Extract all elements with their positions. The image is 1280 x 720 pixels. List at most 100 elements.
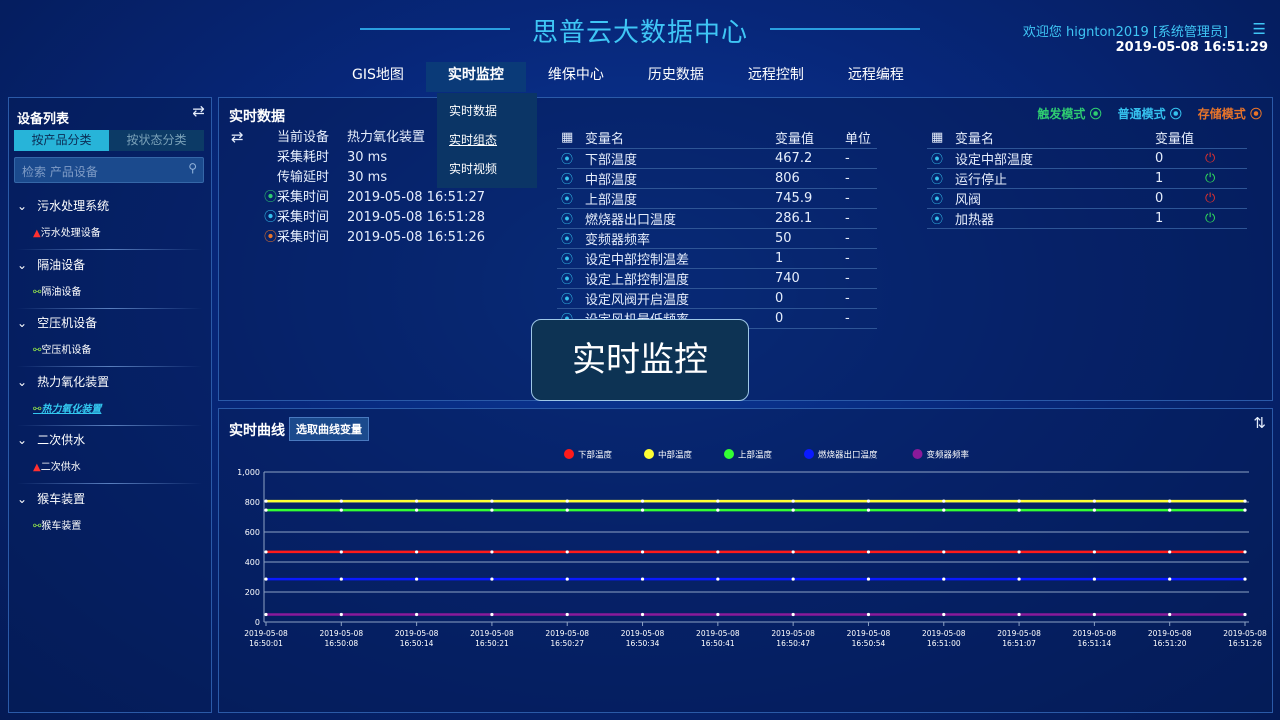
target-icon[interactable]: ⦿ bbox=[557, 268, 581, 289]
search-icon[interactable]: ⚲ bbox=[188, 161, 197, 175]
legend-marker[interactable] bbox=[564, 449, 574, 459]
legend-marker[interactable] bbox=[644, 449, 654, 459]
radio-icon: ⦿ bbox=[1085, 107, 1102, 121]
mode-toggle[interactable]: 普通模式 ⦿ bbox=[1118, 105, 1182, 122]
target-icon[interactable]: ⦿ bbox=[927, 188, 951, 209]
chevron-down-icon[interactable]: ⌄ bbox=[17, 316, 28, 330]
tab-by-status[interactable]: 按状态分类 bbox=[109, 130, 204, 151]
target-icon[interactable]: ⦿ bbox=[557, 148, 581, 169]
device-name: 二次供水 bbox=[40, 462, 81, 473]
target-icon[interactable]: ⦿ bbox=[557, 188, 581, 209]
x-tick-label: 16:51:07 bbox=[1002, 639, 1036, 648]
nav-item-3[interactable]: 历史数据 bbox=[647, 67, 704, 83]
power-icon[interactable]: ⏻ bbox=[1201, 208, 1247, 229]
column-header: 单位 bbox=[841, 128, 877, 149]
table-header: ▦ 变量名 变量值 单位 bbox=[557, 128, 877, 149]
nav-item-2[interactable]: 维保中心 bbox=[547, 67, 604, 83]
target-icon[interactable]: ⦿ bbox=[927, 208, 951, 229]
list-icon[interactable]: ☰ bbox=[1252, 20, 1266, 38]
swap-icon[interactable]: ⇄ bbox=[192, 102, 205, 120]
table-row[interactable]: ⦿ 燃烧器出口温度 286.1- bbox=[557, 208, 877, 229]
legend-marker[interactable] bbox=[912, 449, 923, 459]
table-row[interactable]: ⦿ 运行停止 1 ⏻ bbox=[927, 168, 1247, 189]
target-icon[interactable]: ⦿ bbox=[557, 208, 581, 229]
table-row[interactable]: ⦿ 中部温度 806- bbox=[557, 168, 877, 189]
device-item[interactable]: ⚯隔油设备 bbox=[33, 283, 202, 298]
nav-item-4[interactable]: 远程控制 bbox=[747, 67, 804, 83]
search-input[interactable]: 检索 产品设备 ⚲ bbox=[14, 157, 204, 183]
power-icon[interactable]: ⏻ bbox=[1201, 188, 1247, 209]
table-row[interactable]: ⦿ 加热器 1 ⏻ bbox=[927, 208, 1247, 229]
device-item[interactable]: ⚯热力氧化装置 bbox=[33, 400, 202, 415]
chevron-down-icon[interactable]: ⌄ bbox=[17, 199, 28, 213]
data-point bbox=[866, 550, 871, 554]
group-header[interactable]: ⌄ 二次供水 bbox=[17, 432, 202, 448]
target-icon[interactable]: ⦿ bbox=[557, 228, 581, 249]
chevron-down-icon[interactable]: ⌄ bbox=[17, 257, 28, 272]
data-point bbox=[1243, 577, 1247, 581]
target-icon[interactable]: ⦿ bbox=[557, 248, 581, 269]
group-header[interactable]: ⌄ 污水处理系统 bbox=[17, 198, 202, 214]
legend-marker[interactable] bbox=[724, 449, 734, 459]
table-cell: 0 bbox=[771, 308, 841, 329]
chevron-down-icon[interactable]: ⌄ bbox=[17, 374, 28, 389]
link-icon: ⚯ bbox=[33, 345, 42, 356]
x-tick-label: 2019-05-08 bbox=[771, 629, 815, 638]
legend-label[interactable]: 上部温度 bbox=[738, 450, 773, 461]
power-icon[interactable]: ⏻ bbox=[1201, 168, 1247, 189]
nav-item-5[interactable]: 远程编程 bbox=[847, 67, 904, 83]
pick-variables-button[interactable]: 选取曲线变量 bbox=[289, 417, 369, 441]
group-header[interactable]: ⌄ 热力氧化装置 bbox=[17, 374, 202, 390]
legend-label[interactable]: 燃烧器出口温度 bbox=[818, 450, 878, 461]
swap-icon[interactable]: ⇄ bbox=[231, 128, 244, 146]
table-cell: 设定上部控制温度 bbox=[581, 268, 771, 289]
status-dot-icon: ⦿ bbox=[263, 210, 277, 225]
device-item[interactable]: ▲二次供水 bbox=[33, 458, 202, 473]
target-icon[interactable]: ⦿ bbox=[927, 168, 951, 189]
group-header[interactable]: ⌄ 猴车装置 bbox=[17, 491, 202, 507]
nav-item-0[interactable]: GIS地图 bbox=[352, 67, 404, 83]
table-row[interactable]: ⦿ 设定上部控制温度 740- bbox=[557, 268, 877, 289]
table-row[interactable]: ⦿ 下部温度 467.2- bbox=[557, 148, 877, 169]
table-row[interactable]: ⦿ 上部温度 745.9- bbox=[557, 188, 877, 209]
legend-label[interactable]: 中部温度 bbox=[658, 450, 693, 461]
device-item[interactable]: ⚯猴车装置 bbox=[33, 517, 202, 532]
y-tick-label: 1,000 bbox=[237, 468, 260, 477]
table-row[interactable]: ⦿ 设定风阀开启温度 0- bbox=[557, 288, 877, 309]
panel-title: 实时曲线 bbox=[229, 423, 285, 439]
target-icon[interactable]: ⦿ bbox=[557, 168, 581, 189]
info-row: ⦿采集时间 2019-05-08 16:51:27 bbox=[259, 188, 485, 208]
chevron-down-icon[interactable]: ⌄ bbox=[17, 433, 28, 447]
nav-item-1[interactable]: 实时监控 bbox=[425, 62, 526, 92]
table-row[interactable]: ⦿ 变频器频率 50- bbox=[557, 228, 877, 249]
table-row[interactable]: ⦿ 风阀 0 ⏻ bbox=[927, 188, 1247, 209]
info-row: ⦿采集时间 2019-05-08 16:51:26 bbox=[259, 228, 485, 248]
target-icon[interactable]: ⦿ bbox=[927, 148, 951, 169]
dropdown-item[interactable]: 实时视频 bbox=[449, 162, 498, 176]
group-header[interactable]: ⌄ 空压机设备 bbox=[17, 315, 202, 331]
mode-toggle[interactable]: 触发模式 ⦿ bbox=[1037, 105, 1101, 122]
table-row[interactable]: ⦿ 设定中部控制温差 1- bbox=[557, 248, 877, 269]
tab-by-product[interactable]: 按产品分类 bbox=[14, 130, 109, 151]
group-header[interactable]: ⌄ 隔油设备 bbox=[17, 257, 202, 273]
x-tick-label: 16:51:26 bbox=[1228, 639, 1262, 648]
target-icon[interactable]: ⦿ bbox=[557, 288, 581, 309]
sort-icon[interactable]: ⇅ bbox=[1253, 414, 1266, 432]
x-tick-label: 16:51:00 bbox=[927, 639, 961, 648]
legend-label[interactable]: 变频器频率 bbox=[927, 450, 970, 461]
legend-marker[interactable] bbox=[804, 449, 814, 459]
dropdown-item[interactable]: 实时组态 bbox=[449, 133, 498, 147]
legend-label[interactable]: 下部温度 bbox=[578, 450, 613, 461]
device-item[interactable]: ▲污水处理设备 bbox=[33, 224, 202, 239]
dropdown-item[interactable]: 实时数据 bbox=[449, 104, 498, 118]
search-placeholder: 检索 产品设备 bbox=[22, 165, 98, 179]
chevron-down-icon[interactable]: ⌄ bbox=[17, 491, 28, 506]
power-icon[interactable]: ⏻ bbox=[1201, 148, 1247, 169]
data-point bbox=[1168, 508, 1172, 512]
device-item[interactable]: ⚯空压机设备 bbox=[33, 341, 202, 356]
data-point bbox=[791, 577, 795, 581]
table-row[interactable]: ⦿ 设定中部温度 0 ⏻ bbox=[927, 148, 1247, 169]
info-label: 当前设备 bbox=[276, 130, 329, 145]
info-value: 热力氧化装置 bbox=[347, 130, 426, 145]
mode-toggle[interactable]: 存储模式 ⦿ bbox=[1198, 105, 1262, 122]
